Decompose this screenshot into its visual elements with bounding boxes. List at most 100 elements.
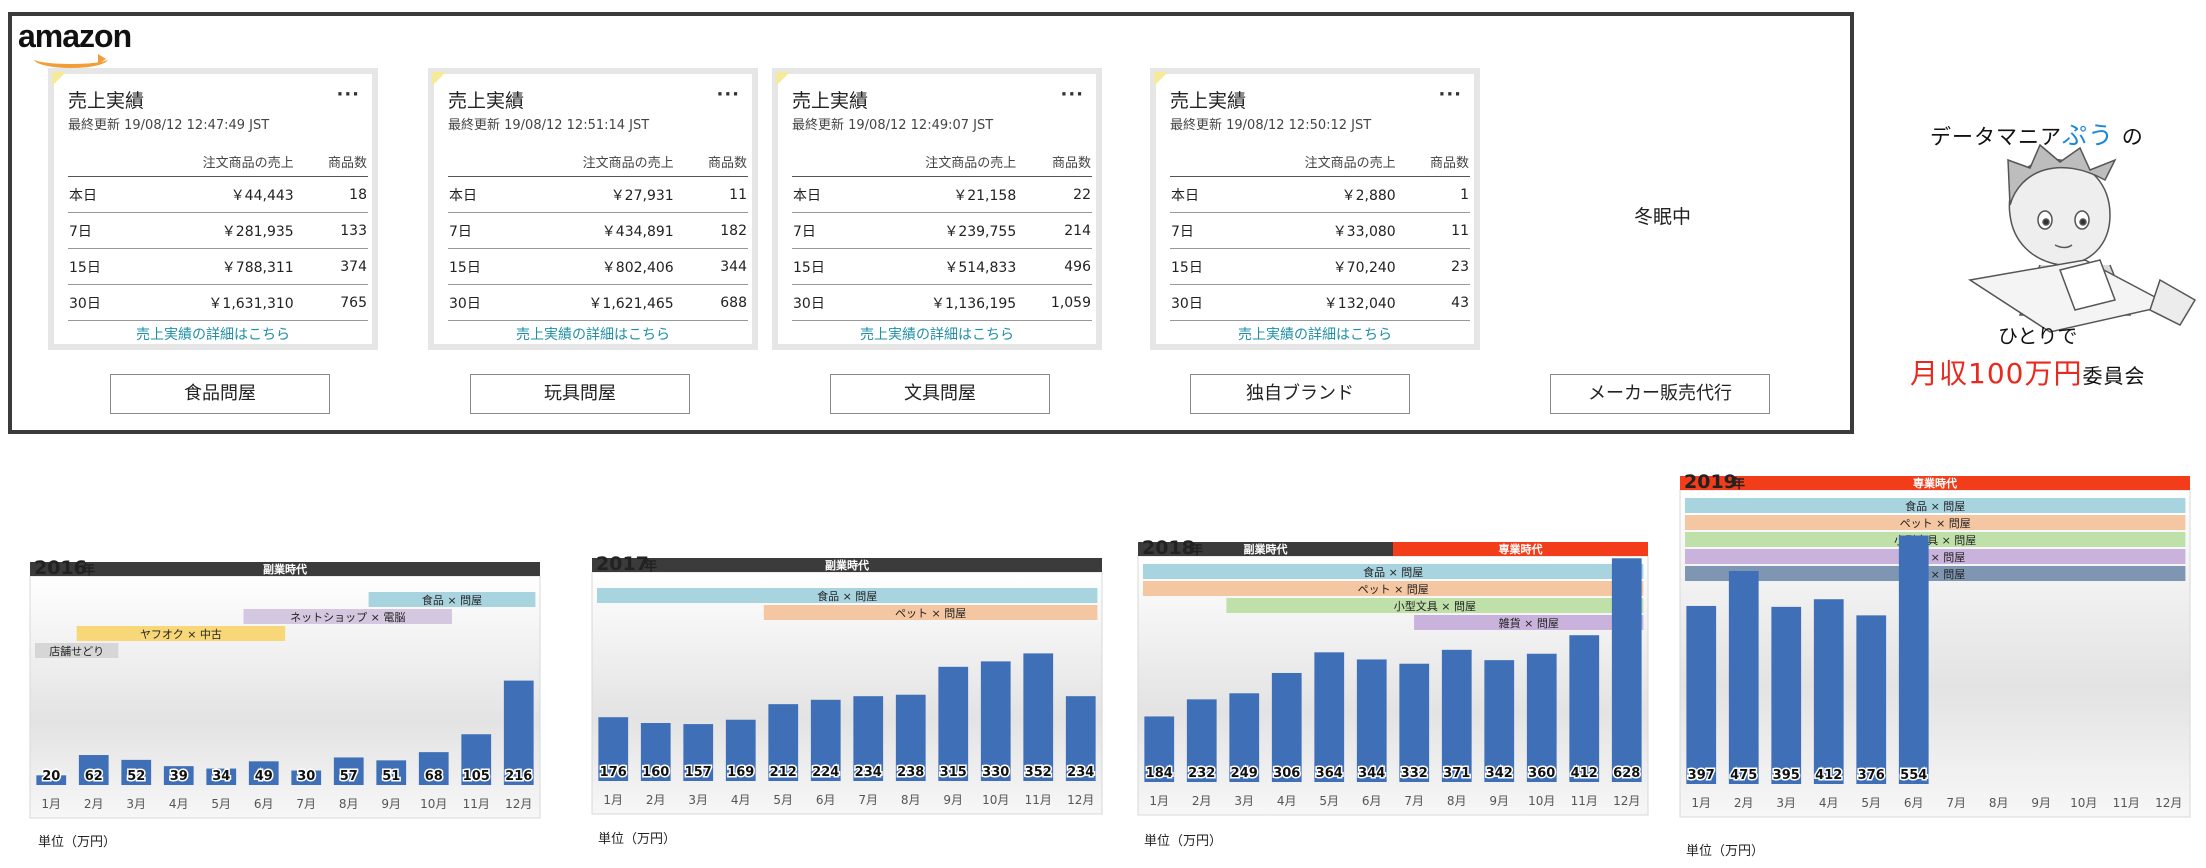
table-row: 7日 ￥33,080 11 [1170, 212, 1470, 249]
tick-label: 12月 [505, 797, 532, 811]
sales-detail-link[interactable]: 売上実績の詳細はこちら [516, 327, 670, 343]
bar [1611, 558, 1642, 782]
data-label: 232 [1188, 766, 1215, 781]
tick-label: 12月 [1067, 793, 1094, 807]
period-label: 本日 [68, 176, 129, 213]
period-label: 7日 [1170, 212, 1231, 249]
period-label: 15日 [1170, 248, 1231, 285]
tick-label: 2月 [1192, 794, 1212, 808]
tick-label: 10月 [2070, 796, 2097, 810]
bar [1399, 663, 1430, 782]
range-bar [1143, 581, 1644, 596]
mascot-name: ぷう [2062, 121, 2115, 150]
tick-label: 4月 [1277, 794, 1297, 808]
table-row: 7日 ￥281,935 133 [68, 212, 368, 249]
bar [1569, 635, 1600, 782]
card-title: 売上実績 [68, 90, 145, 112]
more-options-icon[interactable]: ··· [1438, 84, 1462, 105]
period-label: 7日 [792, 212, 853, 249]
range-bar [1143, 564, 1644, 579]
era-label: 副業時代 [825, 558, 869, 572]
tick-label: 2月 [646, 793, 666, 807]
tick-label: 1月 [41, 797, 61, 811]
data-label: 395 [1773, 768, 1800, 783]
tick-label: 11月 [463, 797, 490, 811]
shop-button-toys[interactable]: 玩具問屋 [470, 374, 690, 414]
period-label: 本日 [792, 176, 853, 213]
count-value: 765 [294, 284, 368, 321]
range-bar [76, 626, 286, 641]
shop-button-maker-agency[interactable]: メーカー販売代行 [1550, 374, 1770, 414]
last-updated: 最終更新 19/08/12 12:51:14 JST [448, 118, 650, 133]
sales-detail-link[interactable]: 売上実績の詳細はこちら [1238, 327, 1392, 343]
shop-button-stationery[interactable]: 文具問屋 [830, 374, 1050, 414]
bar [1813, 599, 1844, 784]
data-label: 332 [1401, 766, 1428, 781]
count-value: 11 [1396, 212, 1470, 249]
more-options-icon[interactable]: ··· [716, 84, 740, 105]
mascot-caption: データマニアぷう の [1930, 121, 2144, 150]
range-bar [243, 609, 452, 624]
bar [640, 723, 671, 781]
range-bar [368, 592, 536, 607]
table-row: 7日 ￥434,891 182 [448, 212, 748, 249]
sales-value: ￥132,040 [1230, 284, 1397, 321]
range-label: 雑貨 × 問屋 [1499, 616, 1559, 630]
period-label: 本日 [1170, 176, 1231, 213]
tick-label: 7月 [1404, 794, 1424, 808]
era-band [592, 558, 1102, 572]
mascot-drawing-icon [1967, 143, 2197, 333]
col-sales: 注文商品の売上 [1230, 146, 1397, 177]
shop-button-own-brand[interactable]: 独自ブランド [1190, 374, 1410, 414]
card-corner-icon [776, 72, 790, 86]
data-label: 212 [770, 765, 797, 780]
data-label: 176 [600, 765, 627, 780]
chart-2019: 専業時代 2019 年食品 × 問屋 ペット × 問屋 小型文具 × 問屋 雑貨 × 問屋… [1670, 454, 2200, 824]
sales-value: ￥239,755 [852, 212, 1018, 249]
sales-value: ￥44,443 [128, 176, 295, 213]
hibernation-status: 冬眠中 [1634, 206, 1692, 228]
table-row: 30日 ￥1,136,195 1,059 [792, 284, 1092, 321]
data-label: 412 [1571, 766, 1598, 781]
sales-detail-link[interactable]: 売上実績の詳細はこちら [136, 327, 290, 343]
count-value: 43 [1396, 284, 1470, 321]
range-label: ペット × 問屋 [895, 607, 966, 620]
bar [333, 757, 364, 785]
data-label: 20 [42, 769, 60, 784]
period-label: 15日 [792, 248, 853, 285]
period-label: 本日 [448, 176, 509, 213]
bar [36, 775, 67, 785]
bar [1065, 696, 1096, 781]
data-label: 34 [212, 769, 230, 784]
count-value: 18 [294, 176, 368, 213]
tick-label: 8月 [901, 793, 921, 807]
chart-year-title: 2016 [34, 557, 87, 579]
sales-card-own-brand: 売上実績 ··· 最終更新 19/08/12 12:50:12 JST 注文商品… [1150, 68, 1480, 350]
range-label: 食品 × 問屋 [1363, 565, 1423, 579]
bar [461, 734, 492, 785]
more-options-icon[interactable]: ··· [336, 84, 360, 105]
period-label: 7日 [68, 212, 129, 249]
bar [938, 666, 969, 781]
shop-button-food[interactable]: 食品問屋 [110, 374, 330, 414]
bar [1728, 570, 1759, 784]
sales-value: ￥788,311 [128, 248, 295, 285]
sales-detail-link[interactable]: 売上実績の詳細はこちら [860, 327, 1014, 343]
chart-2018-unit: 単位（万円） [1144, 834, 1223, 849]
tick-label: 7月 [1946, 796, 1966, 810]
sales-value: ￥1,621,465 [508, 284, 675, 321]
count-value: 182 [674, 212, 748, 249]
data-label: 352 [1025, 765, 1052, 780]
more-options-icon[interactable]: ··· [1060, 84, 1084, 105]
chart-year-suffix: 年 [1732, 476, 1745, 492]
card-title: 売上実績 [1170, 90, 1247, 112]
range-label: 食品 × 問屋 [422, 593, 482, 607]
era-band [1393, 542, 1648, 556]
tick-label: 9月 [2031, 796, 2051, 810]
card-title: 売上実績 [448, 90, 525, 112]
amazon-logo: amazon [18, 18, 132, 54]
bar [768, 704, 799, 781]
card-corner-icon [1154, 72, 1168, 86]
data-label: 364 [1316, 766, 1343, 781]
